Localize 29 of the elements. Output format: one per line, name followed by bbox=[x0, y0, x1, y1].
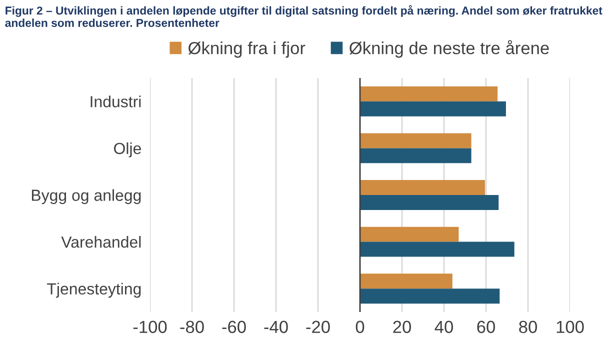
bar bbox=[360, 274, 452, 289]
bar bbox=[360, 180, 485, 195]
y-tick-label: Tjenesteyting bbox=[47, 282, 141, 298]
x-tick-label: -100 bbox=[133, 320, 167, 334]
bar bbox=[360, 148, 472, 164]
y-tick-label: Varehandel bbox=[61, 236, 141, 248]
bar bbox=[360, 133, 472, 148]
x-tick-label: -40 bbox=[264, 320, 288, 334]
legend-label: Økning fra i fjor bbox=[188, 42, 306, 58]
x-tick-label: 100 bbox=[556, 320, 584, 334]
bar bbox=[360, 86, 498, 102]
bar bbox=[360, 101, 506, 116]
x-tick-label: -60 bbox=[222, 320, 246, 334]
x-tick-label: 60 bbox=[477, 320, 495, 334]
y-tick-label: Industri bbox=[90, 96, 141, 108]
bar bbox=[360, 226, 459, 242]
y-tick-label: Olje bbox=[114, 142, 141, 158]
bar bbox=[360, 242, 514, 257]
x-tick-label: 20 bbox=[393, 320, 411, 334]
x-tick-label: 80 bbox=[519, 320, 537, 334]
y-tick-label: Bygg og anlegg bbox=[32, 189, 141, 204]
chart-title: Figur 2 – Utviklingen i andelen løpende utgifter til digital satsning fordelt på næring. Andel som øker fratrukket andelen som reduserer. Prosentenheter bbox=[5, 5, 602, 27]
legend-label: Økning de neste tre årene bbox=[349, 40, 549, 58]
x-tick-label: -80 bbox=[180, 320, 204, 334]
x-tick-label: 40 bbox=[434, 320, 453, 334]
x-tick-label: 0 bbox=[356, 320, 364, 334]
bar bbox=[360, 288, 500, 304]
x-tick-label: -20 bbox=[306, 320, 330, 334]
bar bbox=[360, 195, 499, 210]
